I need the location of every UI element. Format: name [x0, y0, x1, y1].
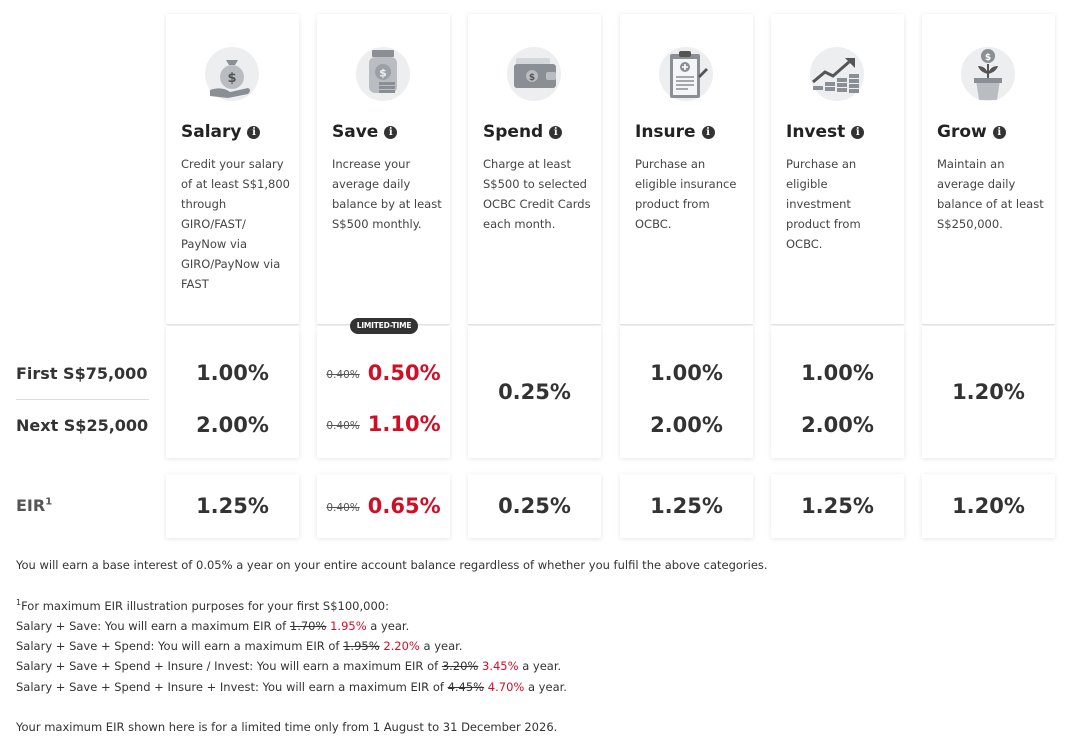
category-desc-grow: Maintain an average daily balance of at … [937, 157, 1044, 231]
eir-illustration-line: Salary + Save + Spend + Insure / Invest:… [16, 659, 562, 673]
rate-first: 1.00% [650, 361, 723, 385]
rate-next: 2.00% [801, 413, 874, 437]
category-card-spend: $ Spend i Charge at least S$500 to select… [468, 14, 601, 325]
wallet-card-icon: $ [506, 46, 562, 102]
limited-time-badge: LIMITED-TIME [350, 318, 418, 334]
new-rate: 0.50% [367, 361, 441, 385]
category-card-grow: $ Grow i Maintain an average daily balanc… [922, 14, 1055, 325]
rate-card-invest: 1.00% 2.00% [771, 326, 904, 458]
category-desc-spend: Charge at least S$500 to selected OCBC C… [483, 157, 591, 231]
rate-combined: 1.20% [952, 380, 1025, 404]
eir-value: 0.25% [498, 494, 571, 518]
info-icon[interactable]: i [247, 126, 261, 139]
rate-first: 1.00% [801, 361, 874, 385]
category-title-invest: Invest i [786, 122, 865, 142]
category-card-salary: $ Salary i Credit your salary of at least… [166, 14, 299, 325]
eir-illustration-line: Salary + Save + Spend + Insure + Invest:… [16, 680, 567, 694]
growing-plant-icon: $ [960, 46, 1016, 102]
row-label-eir: EIR1 [16, 496, 53, 515]
rate-next: 0.40% 1.10% [317, 412, 450, 436]
eir-card-save: 0.40% 0.65% [317, 474, 450, 538]
row-separator [16, 399, 149, 400]
divider [922, 324, 1055, 325]
rate-next: 2.00% [650, 413, 723, 437]
rate-next: 2.00% [196, 413, 269, 437]
divider [771, 324, 904, 325]
rate-card-salary: 1.00% 2.00% [166, 326, 299, 458]
old-rate: 0.40% [326, 502, 360, 514]
rate-first: 0.40% 0.50% [317, 361, 450, 385]
eir-value: 0.40% 0.65% [317, 494, 450, 518]
info-icon[interactable]: i [992, 126, 1006, 139]
eir-card-grow: 1.20% [922, 474, 1055, 538]
category-title-grow: Grow i [937, 122, 1006, 142]
eir-card-spend: 0.25% [468, 474, 601, 538]
footnote-intro: 1For maximum EIR illustration purposes f… [16, 598, 389, 613]
rate-combined: 0.25% [498, 380, 571, 404]
row-label-next: Next S$25,000 [16, 416, 149, 435]
eir-card-insure: 1.25% [620, 474, 753, 538]
category-card-insure: Insure i Purchase an eligible insurance p… [620, 14, 753, 325]
eir-card-salary: 1.25% [166, 474, 299, 538]
row-label-first: First S$75,000 [16, 364, 148, 383]
category-desc-salary: Credit your salary of at least S$1,800 t… [181, 157, 290, 291]
eir-value: 1.25% [650, 494, 723, 518]
svg-text:$: $ [227, 71, 236, 86]
info-icon[interactable]: i [549, 126, 563, 139]
svg-text:$: $ [529, 73, 535, 83]
divider [166, 324, 299, 325]
info-icon[interactable]: i [384, 126, 398, 139]
rate-card-insure: 1.00% 2.00% [620, 326, 753, 458]
rate-card-spend: 0.25% [468, 326, 601, 458]
eir-card-invest: 1.25% [771, 474, 904, 538]
eir-illustration-line: Salary + Save + Spend: You will earn a m… [16, 639, 463, 653]
svg-text:$: $ [379, 67, 387, 80]
new-rate: 1.10% [367, 412, 441, 436]
category-title-save: Save i [332, 122, 398, 142]
investment-chart-icon [809, 46, 865, 102]
category-title-salary: Salary i [181, 122, 261, 142]
savings-jar-icon: $ [355, 46, 411, 102]
category-title-insure: Insure i [635, 122, 715, 142]
old-rate: 0.40% [326, 420, 360, 432]
info-icon[interactable]: i [851, 126, 865, 139]
divider [620, 324, 753, 325]
category-title-spend: Spend i [483, 122, 563, 142]
rate-card-save: 0.40% 0.50% 0.40% 1.10% [317, 326, 450, 458]
category-desc-insure: Purchase an eligible insurance product f… [635, 157, 737, 231]
eir-value: 1.20% [952, 494, 1025, 518]
base-interest-note: You will earn a base interest of 0.05% a… [16, 558, 768, 572]
eir-value: 1.25% [801, 494, 874, 518]
limited-time-note: Your maximum EIR shown here is for a lim… [16, 720, 558, 734]
category-desc-invest: Purchase an eligible investment product … [786, 157, 861, 251]
category-card-invest: Invest i Purchase an eligible investment … [771, 14, 904, 325]
money-bag-hand-icon: $ [204, 46, 260, 102]
eir-value: 1.25% [196, 494, 269, 518]
insurance-clipboard-icon [658, 46, 714, 102]
old-rate: 0.40% [326, 369, 360, 381]
rate-first: 1.00% [196, 361, 269, 385]
divider [468, 324, 601, 325]
eir-illustration-line: Salary + Save: You will earn a maximum E… [16, 619, 410, 633]
category-desc-save: Increase your average daily balance by a… [332, 157, 442, 231]
rate-card-grow: 1.20% [922, 326, 1055, 458]
category-card-save: $ Save i Increase your average daily bala… [317, 14, 450, 325]
new-rate: 0.65% [367, 494, 441, 518]
info-icon[interactable]: i [701, 126, 715, 139]
svg-text:$: $ [985, 53, 991, 63]
